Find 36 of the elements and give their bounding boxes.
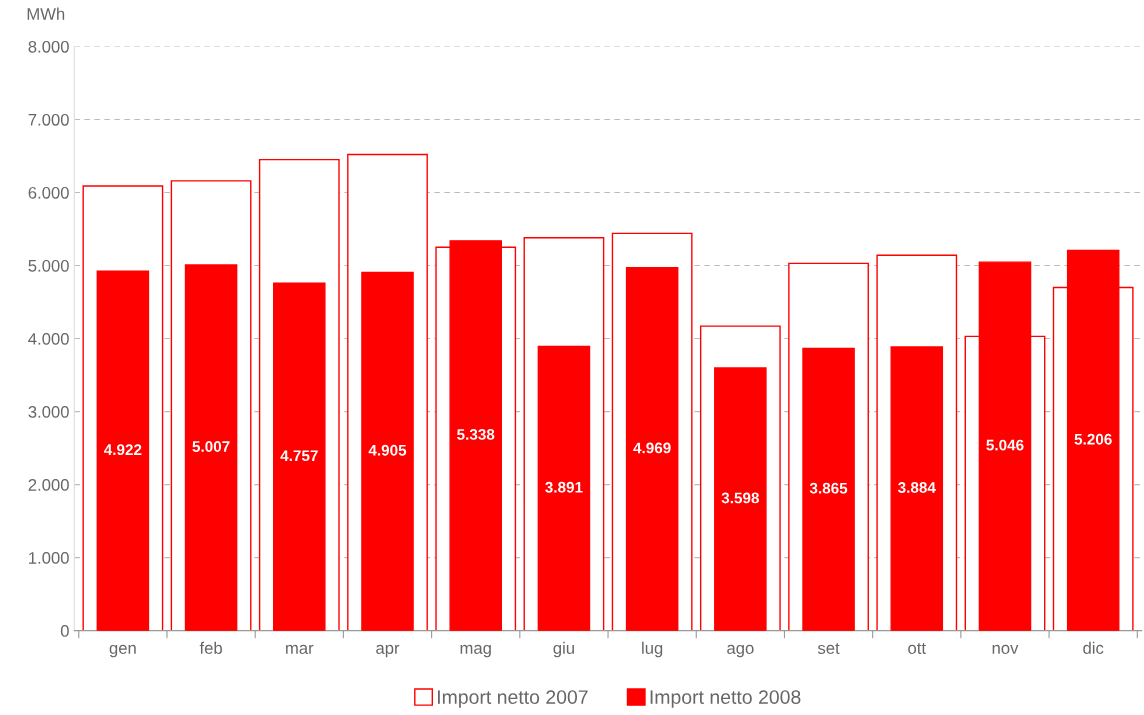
x-tick-label: gen (109, 644, 136, 658)
y-tick-label: 6.000 (28, 186, 69, 199)
data-label: 4.922 (103, 444, 142, 456)
x-tick-label: ago (727, 644, 754, 658)
data-label: 3.891 (545, 481, 583, 493)
x-tick-label: mag (460, 644, 491, 658)
x-tick-label: giu (553, 641, 574, 658)
x-tick-label: set (817, 643, 840, 654)
data-label: 4.905 (368, 444, 407, 456)
y-tick-label: 3.000 (28, 405, 69, 418)
data-label: 5.206 (1074, 433, 1112, 445)
data-label: 5.046 (986, 439, 1024, 451)
x-tick-label: nov (992, 644, 1019, 654)
y-tick-label: 0 (60, 625, 69, 637)
y-tick-label: 4.000 (28, 332, 69, 345)
data-label: 5.007 (192, 441, 230, 452)
legend-label: Import netto 2007 (437, 690, 588, 708)
y-tick-label: 2.000 (28, 478, 69, 491)
x-tick-label: apr (376, 644, 400, 658)
legend-label: Import netto 2008 (650, 690, 801, 708)
y-tick-label: 1.000 (29, 552, 69, 564)
x-tick-label: mar (286, 644, 314, 654)
data-label: 4.969 (633, 442, 671, 454)
y-tick-label: 8.000 (28, 40, 69, 53)
y-axis-title: MWh (27, 7, 65, 20)
x-tick-label: lug (642, 641, 663, 658)
y-tick-label: 7.000 (28, 113, 69, 126)
x-tick-label: ott (908, 643, 926, 654)
y-tick-label: 5.000 (28, 259, 69, 272)
data-label: 3.598 (721, 492, 759, 504)
data-label: 5.338 (457, 429, 495, 440)
data-label: 4.757 (280, 450, 318, 462)
x-tick-label: feb (199, 641, 222, 654)
data-label: 3.865 (809, 482, 848, 494)
data-label: 3.884 (898, 482, 936, 493)
x-tick-label: dic (1083, 641, 1104, 654)
